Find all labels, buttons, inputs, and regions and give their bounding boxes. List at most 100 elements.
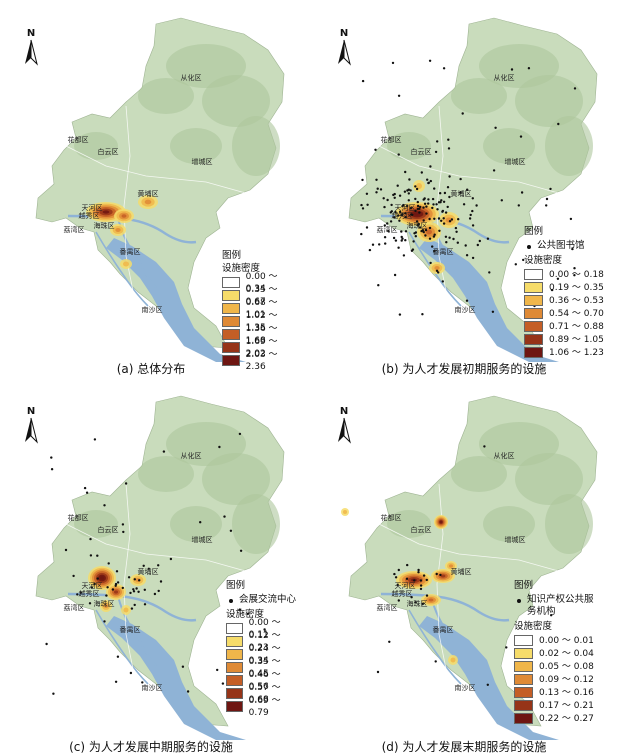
facility-point: [419, 579, 423, 582]
facility-point: [135, 587, 138, 590]
facility-point: [441, 209, 445, 213]
facility-point: [116, 581, 120, 584]
district-label: 从化区: [181, 451, 202, 460]
facility-point: [186, 690, 190, 693]
symbol-label: 公共图书馆: [537, 240, 585, 251]
district-label: 白云区: [411, 147, 432, 156]
legend-class-row: 0.00 ～ 0.18: [524, 268, 604, 281]
legend-class-row: 0.22 ～ 0.27: [514, 712, 597, 725]
legend-class-label: 0.46 ～ 0.56: [248, 669, 281, 692]
facility-point: [422, 206, 425, 209]
facility-point: [121, 586, 125, 590]
facility-point: [442, 222, 446, 225]
terrain-relief: [170, 506, 222, 542]
terrain-relief: [74, 510, 118, 538]
facility-point: [414, 197, 417, 201]
facility-point: [405, 577, 409, 580]
facility-point: [550, 288, 554, 292]
north-label: N: [26, 28, 36, 39]
facility-point: [229, 529, 233, 532]
facility-point: [519, 135, 523, 138]
terrain-relief: [483, 506, 535, 542]
facility-point: [446, 186, 450, 189]
district-label: 海珠区: [94, 599, 115, 608]
facility-point: [360, 203, 363, 207]
terrain-relief: [515, 453, 583, 505]
facility-point: [426, 178, 429, 181]
legend-swatch: [226, 701, 243, 712]
facility-point: [416, 200, 419, 204]
legend-class-label: 2.03 ～ 2.36: [245, 349, 278, 372]
facility-point: [411, 248, 415, 251]
density-spot: [343, 510, 347, 514]
district-label: 白云区: [98, 525, 119, 534]
facility-point: [468, 217, 472, 220]
legend-swatch: [222, 277, 240, 288]
facility-point: [239, 549, 243, 552]
facility-point: [365, 192, 369, 195]
legend-swatch: [514, 687, 533, 698]
legend-swatch: [226, 675, 243, 686]
facility-point: [457, 218, 460, 221]
density-spot: [440, 574, 446, 578]
legend-class-row: 1.36 ～ 1.68: [222, 324, 296, 346]
facility-point: [411, 213, 414, 216]
map-panel-d: 从化区 花都区 白云区 增城区 黄埔区 天河区 越秀区 荔湾区 海珠区 番禺区 南沙区 N 图例 知…: [319, 384, 609, 756]
legend-class-row: 0.24 ～ 0.34: [226, 644, 296, 666]
facility-point: [218, 445, 221, 449]
facility-point: [133, 603, 136, 607]
facility-point: [238, 432, 242, 436]
legend-swatch: [226, 649, 243, 660]
facility-point: [129, 591, 132, 595]
legend-swatch: [222, 355, 240, 366]
road: [378, 145, 570, 197]
legend-class-label: 1.06 ～ 1.23: [549, 347, 604, 358]
district-label: 增城区: [505, 157, 526, 166]
facility-point: [383, 236, 387, 239]
facility-point: [153, 592, 157, 596]
facility-point: [407, 192, 410, 195]
facility-point: [422, 219, 425, 222]
facility-point: [439, 573, 442, 577]
facility-point: [89, 554, 93, 557]
district-label: 从化区: [494, 451, 515, 460]
north-arrow-icon: N: [20, 28, 42, 68]
facility-point: [557, 122, 560, 126]
facility-point: [419, 205, 422, 209]
district-label: 从化区: [494, 73, 515, 82]
density-spot: [123, 261, 129, 267]
legend-swatch: [514, 713, 533, 724]
legend-class-row: 0.00 ～ 0.01: [514, 634, 597, 647]
legend-class-row: 0.05 ～ 0.08: [514, 660, 597, 673]
facility-point: [414, 209, 417, 213]
district-label: 白云区: [411, 525, 432, 534]
district-label: 番禺区: [433, 626, 454, 634]
terrain-relief: [545, 116, 593, 176]
facility-point: [556, 277, 560, 280]
legend-class-label: 0.00 ～ 0.18: [549, 269, 604, 280]
legend-class-row: 0.09 ～ 0.12: [514, 673, 597, 686]
facility-point: [83, 486, 87, 490]
legend-swatch: [514, 635, 533, 646]
district-label: 花都区: [68, 135, 89, 144]
facility-point: [93, 438, 97, 441]
facility-point: [396, 184, 399, 187]
facility-point: [124, 482, 128, 485]
terrain-relief: [387, 132, 431, 160]
facility-point: [50, 456, 53, 459]
legend-class-label: 0.35 ～ 0.45: [248, 656, 281, 679]
facility-point: [550, 614, 553, 617]
legend-class-label: 0.22 ～ 0.27: [539, 713, 594, 724]
facility-point: [440, 219, 443, 222]
facility-point: [132, 590, 136, 593]
facility-point: [379, 188, 383, 191]
north-arrow-icon: N: [333, 28, 355, 68]
district-label: 花都区: [68, 513, 89, 522]
legend-class-label: 1.69 ～ 2.02: [245, 336, 278, 359]
facility-point: [408, 178, 411, 181]
facility-point: [421, 602, 424, 606]
facility-point: [414, 185, 417, 188]
legend-class-label: 0.00 ～ 0.01: [539, 635, 594, 646]
density-spot: [144, 199, 152, 205]
district-label: 白云区: [98, 147, 119, 156]
